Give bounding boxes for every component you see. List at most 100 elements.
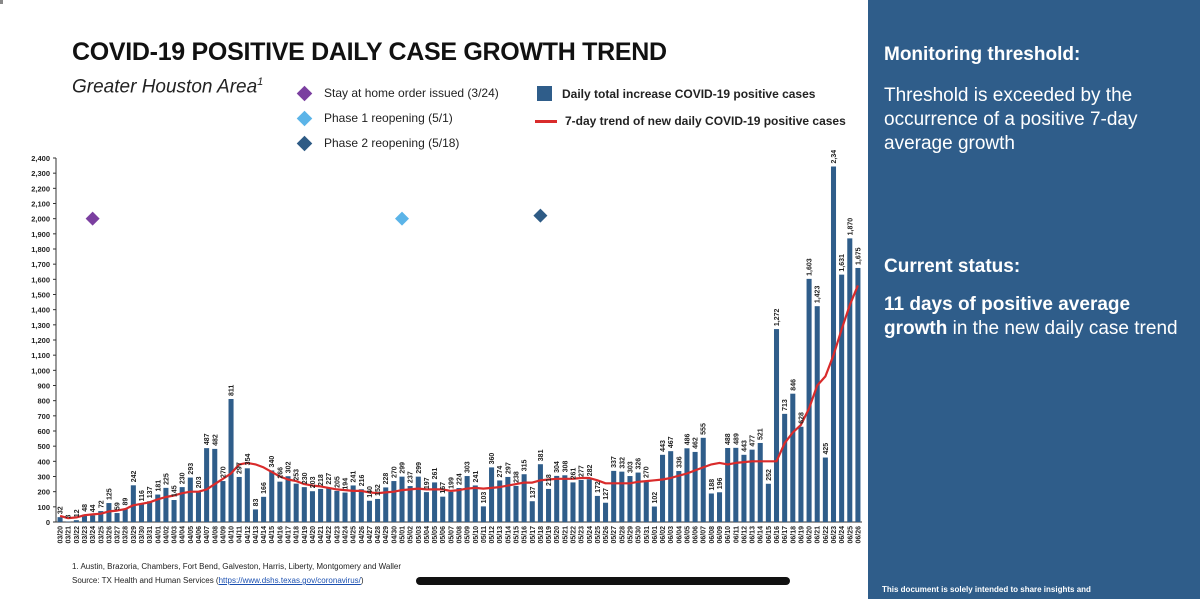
x-tick-label: 05/31 xyxy=(644,526,651,544)
bar xyxy=(114,513,120,522)
bar xyxy=(480,506,486,522)
x-tick-label: 05/25 xyxy=(595,526,602,544)
y-tick-label: 1,300 xyxy=(31,321,50,330)
bar xyxy=(839,274,845,522)
bar xyxy=(326,487,332,522)
source-prefix: Source: TX Health and Human Services ( xyxy=(72,576,219,585)
bar xyxy=(578,479,584,522)
x-tick-label: 05/19 xyxy=(546,526,553,544)
bar-value-label: 354 xyxy=(245,454,252,466)
x-tick-label: 03/27 xyxy=(115,526,122,544)
bar xyxy=(814,306,820,522)
bar-value-label: 196 xyxy=(717,477,724,489)
bar-value-label: 116 xyxy=(139,490,146,501)
bar-value-label: 274 xyxy=(497,466,504,478)
bar-value-label: 224 xyxy=(457,473,464,485)
x-tick-label: 06/11 xyxy=(733,526,740,543)
bar xyxy=(350,485,356,522)
bar-value-label: 488 xyxy=(725,433,732,445)
bar-value-label: 32 xyxy=(58,506,65,514)
bar-value-label: 443 xyxy=(741,440,748,452)
bar-value-label: 227 xyxy=(326,473,333,485)
bar xyxy=(293,483,299,522)
bar xyxy=(717,492,723,522)
x-tick-label: 05/20 xyxy=(554,526,561,544)
horizontal-scrollbar[interactable] xyxy=(416,577,790,585)
bar xyxy=(57,517,63,522)
x-tick-label: 04/19 xyxy=(302,526,309,544)
bar-value-label: 188 xyxy=(709,479,716,491)
bar xyxy=(830,166,837,522)
x-tick-label: 04/24 xyxy=(343,526,350,544)
source-link[interactable]: https://www.dshs.texas.gov/coronavirus/ xyxy=(218,576,361,585)
bar xyxy=(749,449,755,522)
bar-value-label: 127 xyxy=(603,488,610,500)
bar-value-label: 487 xyxy=(204,433,211,445)
x-tick-label: 05/02 xyxy=(408,526,415,544)
bar xyxy=(98,511,104,522)
x-tick-label: 04/08 xyxy=(212,526,219,544)
source-suffix: ) xyxy=(360,576,364,585)
x-tick-label: 05/18 xyxy=(538,526,545,544)
bar xyxy=(261,496,267,522)
bar-value-label: 297 xyxy=(237,462,244,474)
bar-value-label: 628 xyxy=(798,412,805,424)
x-tick-label: 05/17 xyxy=(530,526,537,544)
bar-value-label: 521 xyxy=(758,428,765,440)
bar xyxy=(244,468,250,522)
bar xyxy=(611,470,617,522)
bar-value-label: 166 xyxy=(261,482,268,494)
x-tick-label: 03/26 xyxy=(106,526,113,544)
legend-bars-label: Daily total increase COVID-19 positive c… xyxy=(562,86,816,101)
x-tick-label: 04/01 xyxy=(155,526,162,544)
y-tick-label: 800 xyxy=(37,397,50,406)
x-tick-label: 06/26 xyxy=(855,526,862,544)
x-tick-label: 06/19 xyxy=(798,526,805,544)
bar xyxy=(90,515,96,522)
x-tick-label: 05/12 xyxy=(489,526,496,544)
x-tick-label: 05/10 xyxy=(473,526,480,544)
bar-value-label: 241 xyxy=(351,471,358,483)
x-tick-label: 05/27 xyxy=(611,526,618,544)
bar-value-label: 270 xyxy=(391,466,398,478)
bar-value-label: 203 xyxy=(196,476,203,488)
bar xyxy=(456,488,462,522)
x-tick-label: 06/04 xyxy=(676,526,683,544)
bar xyxy=(676,471,682,522)
bar-value-label: 2,344 xyxy=(831,150,838,163)
bar xyxy=(358,489,364,522)
x-tick-label: 04/03 xyxy=(172,526,179,544)
x-tick-label: 06/15 xyxy=(766,526,773,544)
y-tick-label: 300 xyxy=(37,473,50,482)
x-tick-label: 05/07 xyxy=(448,526,455,544)
x-tick-label: 04/09 xyxy=(220,526,227,544)
x-tick-label: 06/10 xyxy=(725,526,732,544)
stay-home-marker xyxy=(85,211,100,226)
x-tick-label: 06/01 xyxy=(652,526,659,544)
threshold-heading: Monitoring threshold: xyxy=(884,44,1081,65)
bar xyxy=(562,475,568,522)
bar xyxy=(806,278,812,522)
bar-value-label: 277 xyxy=(579,465,586,477)
y-tick-label: 1,100 xyxy=(31,351,50,360)
x-tick-label: 06/08 xyxy=(709,526,716,544)
bar xyxy=(668,451,674,522)
legend-bars: Daily total increase COVID-19 positive c… xyxy=(537,86,815,101)
bar xyxy=(415,476,421,522)
bar-value-label: 304 xyxy=(554,461,561,473)
x-tick-label: 05/15 xyxy=(513,526,520,544)
legend-stay-home-label: Stay at home order issued (3/24) xyxy=(324,86,499,100)
bar-value-label: 241 xyxy=(473,471,480,483)
bar xyxy=(195,491,201,522)
source-line: Source: TX Health and Human Services (ht… xyxy=(72,576,364,585)
y-tick-label: 400 xyxy=(37,457,50,466)
diamond-icon xyxy=(296,135,313,151)
x-tick-label: 03/28 xyxy=(123,526,130,544)
legend-phase1: Phase 1 reopening (5/1) xyxy=(296,110,453,126)
bar-value-label: 261 xyxy=(432,468,439,480)
bar xyxy=(643,481,649,522)
x-tick-label: 04/29 xyxy=(383,526,390,544)
x-tick-label: 04/02 xyxy=(163,526,170,544)
chart-slide: COVID-19 POSITIVE DAILY CASE GROWTH TREN… xyxy=(0,0,863,585)
bar xyxy=(448,491,454,522)
